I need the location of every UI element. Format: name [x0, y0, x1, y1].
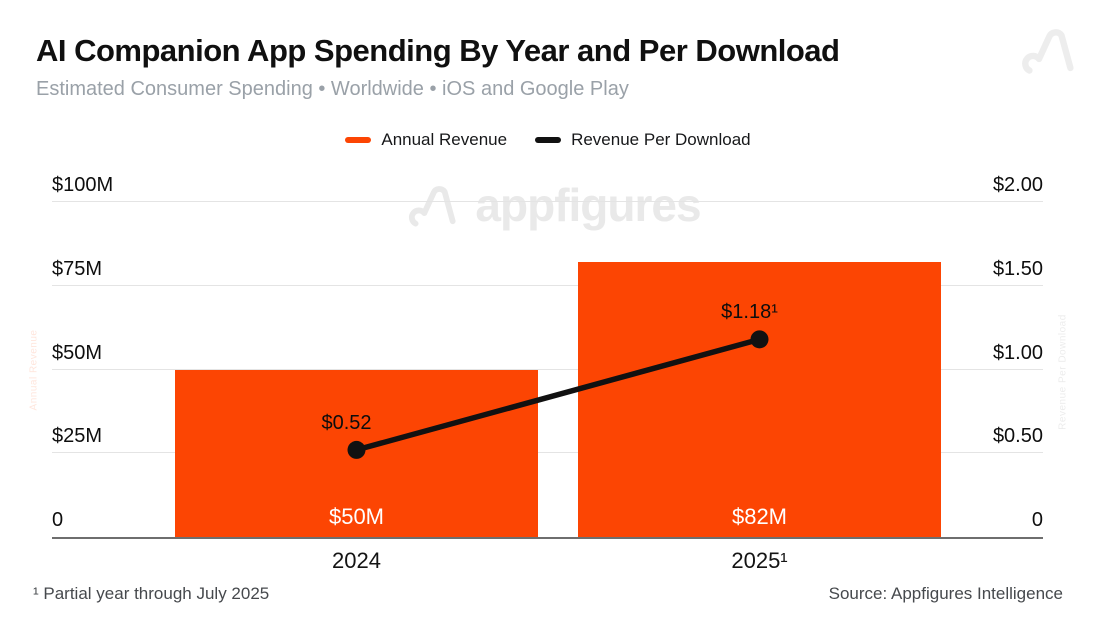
chart-subtitle: Estimated Consumer Spending • Worldwide … [36, 78, 629, 100]
bar-series-swatch-icon [345, 137, 372, 143]
data-point-marker [347, 440, 366, 459]
y-axis-label-left: $25M [52, 425, 103, 448]
x-axis-line [52, 537, 1043, 539]
legend: Annual Revenue Revenue Per Download [0, 128, 1096, 152]
line-value-label: $1.18¹ [721, 301, 778, 324]
gridline [52, 201, 1043, 202]
y-axis-label-left: $50M [52, 341, 103, 364]
gridline [52, 368, 1043, 370]
y-axis-label-right: $0.50 [992, 425, 1043, 448]
y-axis-label-left: 0 [52, 509, 64, 531]
legend-item: Annual Revenue [345, 130, 507, 150]
source-credit: Source: Appfigures Intelligence [828, 584, 1063, 603]
revenue-per-download-line [353, 336, 763, 453]
y-axis-label-right: $1.50 [992, 257, 1043, 280]
gridline [52, 284, 1043, 286]
bar-value-label: $50M [328, 504, 385, 529]
gridline [52, 452, 1043, 454]
legend-item: Revenue Per Download [535, 130, 751, 150]
legend-label: Revenue Per Download [571, 130, 751, 149]
footnote: ¹ Partial year through July 2025 [33, 584, 270, 603]
data-point-marker [750, 330, 769, 349]
page-title: AI Companion App Spending By Year and Pe… [36, 33, 840, 68]
y-axis-label-right: 0 [1031, 509, 1043, 531]
appfigures-logo-icon [1022, 29, 1074, 74]
y-axis-label-left: $100M [52, 174, 114, 196]
x-axis-label: 2024 [332, 548, 381, 573]
line-series-swatch-icon [535, 137, 562, 143]
x-axis-label: 2025¹ [731, 548, 788, 573]
y-axis-label-right: $1.00 [992, 341, 1043, 364]
legend-label: Annual Revenue [381, 130, 508, 149]
bar-2025 [578, 262, 941, 537]
bar-value-label: $82M [731, 504, 788, 529]
line-value-label: $0.52 [321, 411, 372, 434]
y-axis-label-left: $75M [52, 257, 103, 280]
y-axis-label-right: $2.00 [992, 174, 1043, 196]
